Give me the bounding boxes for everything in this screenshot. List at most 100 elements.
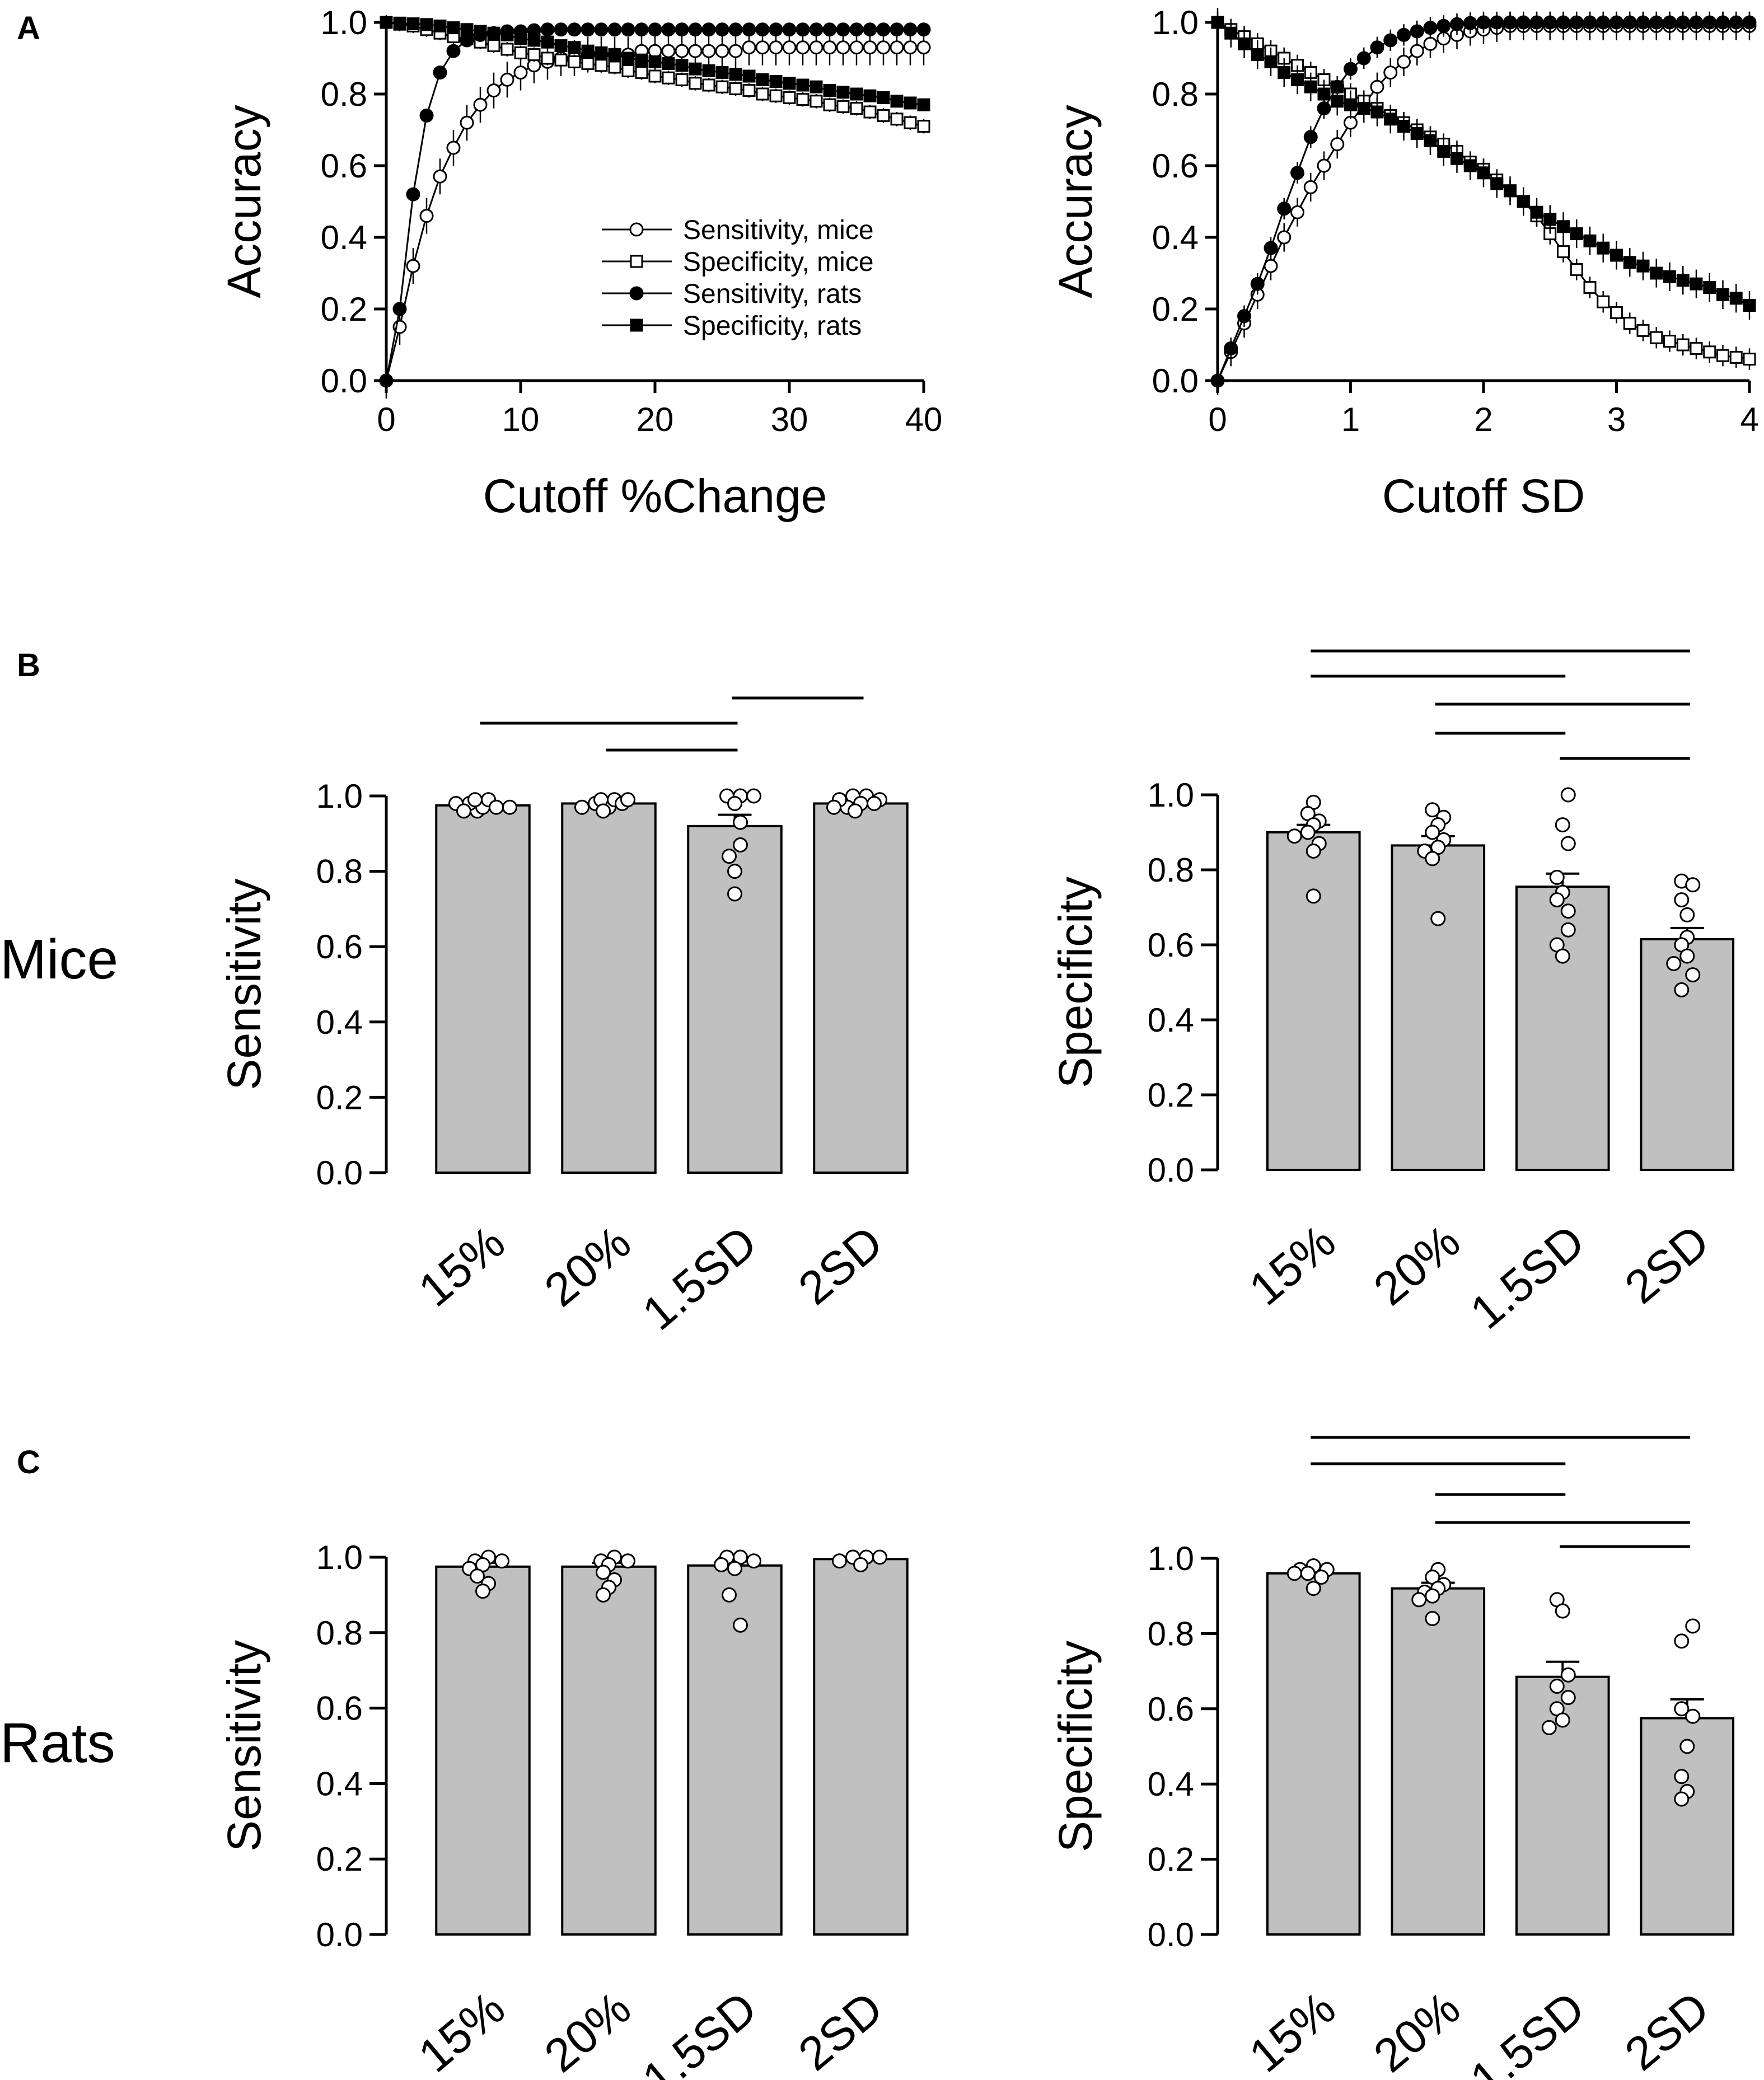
data-point: [662, 71, 675, 85]
data-point: [620, 792, 635, 808]
data-point: [1560, 903, 1576, 919]
data-point: [727, 795, 742, 811]
data-point: [1286, 1566, 1302, 1581]
data-point: [1541, 1720, 1557, 1735]
data-point: [1370, 105, 1384, 119]
data-point: [1384, 113, 1397, 126]
data-point: [715, 80, 729, 93]
data-point: [769, 22, 783, 37]
bar: [1391, 844, 1486, 1171]
data-point: [1529, 15, 1544, 30]
data-point: [489, 799, 504, 815]
data-point: [1490, 177, 1504, 190]
legend-entry: Sensitivity, mice: [683, 216, 874, 245]
data-point: [809, 40, 823, 55]
category-label: 2SD: [788, 1981, 892, 2080]
data-point: [1425, 1588, 1440, 1604]
data-point: [756, 87, 769, 101]
data-point: [689, 77, 702, 90]
data-point: [473, 97, 488, 112]
data-point: [863, 22, 877, 37]
data-point: [1291, 73, 1304, 86]
data-point: [1583, 281, 1597, 294]
data-point: [903, 40, 918, 55]
data-point: [1370, 79, 1384, 94]
bar: [561, 1565, 657, 1936]
data-point: [877, 91, 890, 104]
data-point: [1543, 15, 1557, 30]
data-point: [1383, 33, 1398, 48]
bar-group: 2SD: [788, 1549, 909, 2080]
data-point: [419, 209, 434, 223]
data-point: [904, 96, 917, 110]
data-point: [1306, 888, 1321, 904]
data-point: [836, 100, 850, 113]
data-point: [755, 40, 770, 55]
data-point: [1703, 345, 1716, 359]
data-point: [675, 73, 689, 86]
y-axis-title: Accuracy: [1049, 105, 1102, 298]
category-label: 1.5SD: [633, 1981, 766, 2080]
data-point: [574, 799, 589, 815]
category-label: 20%: [535, 1981, 640, 2080]
data-point: [1300, 1566, 1316, 1581]
data-point: [1344, 62, 1358, 76]
data-point: [822, 22, 837, 37]
data-point: [1636, 259, 1650, 273]
data-point: [1685, 967, 1701, 983]
y-tick-label: 0.6: [321, 147, 367, 185]
data-point: [554, 53, 568, 67]
category-label: 1.5SD: [1461, 1215, 1594, 1339]
data-point: [742, 22, 756, 37]
data-point: [727, 886, 742, 902]
data-point: [1555, 1603, 1570, 1619]
data-point: [746, 788, 761, 804]
data-point: [392, 302, 407, 316]
y-axis-title: Specificity: [1049, 1641, 1102, 1852]
data-point: [850, 102, 863, 115]
bar-group: 15%: [409, 792, 531, 1317]
y-tick-label: 0.8: [316, 853, 363, 891]
data-point: [594, 22, 609, 37]
data-point: [1264, 55, 1278, 68]
data-point: [621, 51, 635, 65]
data-point: [733, 1617, 748, 1633]
data-point: [1555, 1712, 1570, 1728]
data-point: [701, 44, 716, 58]
chart-b-right: 0.0 0.2 0.4 0.6 0.8 1.0 Specificity 15% 20%1.5SD…: [1049, 649, 1735, 1339]
category-label: 20%: [535, 1216, 640, 1317]
data-point: [1397, 54, 1411, 69]
y-axis-title: Specificity: [1049, 877, 1102, 1088]
y-tick-label: 0.4: [1148, 1001, 1194, 1039]
x-tick-label: 0: [377, 401, 395, 438]
data-point: [904, 116, 917, 129]
data-point: [661, 22, 676, 37]
data-point: [1224, 341, 1238, 355]
data-point: [621, 64, 635, 77]
bar-group: 20%: [1364, 1562, 1486, 2080]
y-tick-label: 0.6: [1152, 147, 1199, 185]
data-point: [1703, 281, 1716, 294]
data-point: [1729, 350, 1743, 364]
data-point: [406, 17, 420, 31]
data-point: [1504, 184, 1517, 198]
data-point: [1650, 266, 1663, 280]
data-point: [1557, 245, 1570, 259]
data-point: [1716, 288, 1729, 301]
y-tick-label: 1.0: [316, 777, 363, 815]
panel-letter-c: C: [17, 1444, 40, 1481]
data-point: [1290, 166, 1304, 180]
bar: [813, 802, 909, 1174]
bar-group: 15%: [1239, 1558, 1361, 2080]
data-point: [1277, 230, 1292, 245]
chart-b-left: 0.0 0.2 0.4 0.6 0.8 1.0 Sensitivity 15% 20%1.5SD…: [218, 696, 909, 1340]
data-point: [1636, 324, 1650, 337]
data-point: [1290, 205, 1304, 219]
data-point: [872, 1549, 887, 1565]
data-point: [487, 39, 500, 53]
data-point: [541, 51, 554, 65]
data-point: [688, 22, 703, 37]
category-label: 20%: [1364, 1981, 1470, 2080]
data-point: [1636, 15, 1650, 30]
